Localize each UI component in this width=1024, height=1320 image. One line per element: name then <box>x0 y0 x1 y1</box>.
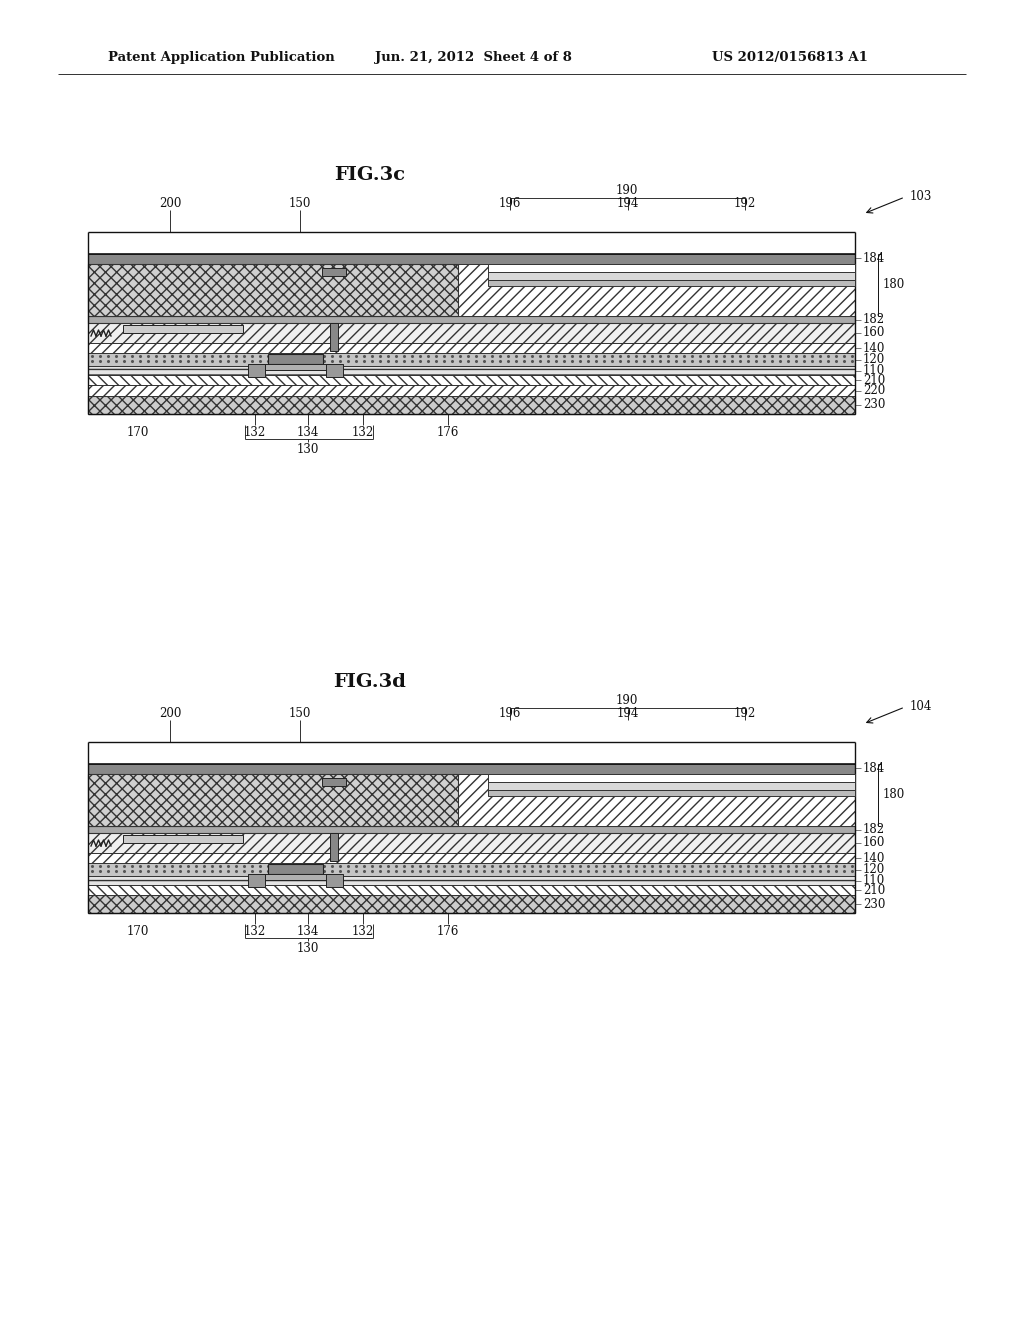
Text: 192: 192 <box>734 197 756 210</box>
Bar <box>326 874 343 887</box>
Text: 110: 110 <box>863 364 886 378</box>
Text: 220: 220 <box>863 384 886 397</box>
Bar <box>88 315 855 323</box>
Bar <box>322 777 346 785</box>
Bar <box>268 865 323 874</box>
Bar <box>261 874 330 880</box>
Text: 180: 180 <box>883 279 905 292</box>
Bar <box>88 323 855 343</box>
Text: 104: 104 <box>910 701 933 714</box>
Text: 150: 150 <box>289 708 311 719</box>
Text: 140: 140 <box>863 851 886 865</box>
Text: 180: 180 <box>883 788 905 801</box>
Text: 134: 134 <box>297 925 319 939</box>
Text: 182: 182 <box>863 313 885 326</box>
Bar <box>330 323 338 351</box>
Bar <box>123 836 243 843</box>
Bar <box>88 876 855 884</box>
Text: 103: 103 <box>910 190 933 203</box>
Text: 190: 190 <box>615 694 638 708</box>
Bar <box>88 833 855 853</box>
Text: 210: 210 <box>863 374 886 387</box>
Text: 160: 160 <box>863 837 886 850</box>
Text: 230: 230 <box>863 898 886 911</box>
Bar <box>88 853 855 863</box>
Text: 200: 200 <box>159 708 181 719</box>
Text: 200: 200 <box>159 197 181 210</box>
Bar <box>88 253 855 264</box>
Bar <box>488 781 855 789</box>
Text: 190: 190 <box>615 183 638 197</box>
Text: 184: 184 <box>863 252 886 264</box>
Text: FIG.3c: FIG.3c <box>335 166 406 183</box>
Text: 110: 110 <box>863 874 886 887</box>
Text: 132: 132 <box>244 426 266 440</box>
Bar <box>88 895 855 913</box>
Bar <box>488 264 855 272</box>
Text: 210: 210 <box>863 883 886 896</box>
Text: US 2012/0156813 A1: US 2012/0156813 A1 <box>712 50 868 63</box>
Bar <box>488 280 855 286</box>
Text: 150: 150 <box>289 197 311 210</box>
Bar <box>330 833 338 861</box>
Bar <box>488 789 855 796</box>
Bar <box>88 884 855 895</box>
Text: 130: 130 <box>297 444 319 455</box>
Text: 176: 176 <box>437 426 459 440</box>
Bar <box>261 364 330 370</box>
Bar <box>322 268 346 276</box>
Bar <box>268 354 323 364</box>
Bar <box>88 385 855 396</box>
Bar <box>88 826 855 833</box>
Bar <box>88 774 458 826</box>
Bar <box>88 352 855 366</box>
Text: 170: 170 <box>127 925 150 939</box>
Bar <box>123 325 243 333</box>
Bar <box>88 764 855 774</box>
Text: 184: 184 <box>863 762 886 775</box>
Bar <box>248 364 265 378</box>
Text: 196: 196 <box>499 708 521 719</box>
Bar <box>88 375 855 385</box>
Text: 230: 230 <box>863 399 886 412</box>
Text: 160: 160 <box>863 326 886 339</box>
Text: Jun. 21, 2012  Sheet 4 of 8: Jun. 21, 2012 Sheet 4 of 8 <box>375 50 571 63</box>
Bar <box>326 364 343 378</box>
Text: 182: 182 <box>863 822 885 836</box>
Text: 130: 130 <box>297 942 319 954</box>
Bar <box>88 863 855 876</box>
Bar <box>88 774 855 826</box>
Bar <box>88 343 855 352</box>
Bar <box>88 396 855 414</box>
Bar <box>248 874 265 887</box>
Bar <box>488 774 855 781</box>
Text: Patent Application Publication: Patent Application Publication <box>108 50 335 63</box>
Bar <box>88 264 458 315</box>
Text: 132: 132 <box>244 925 266 939</box>
Bar <box>488 272 855 280</box>
Text: 134: 134 <box>297 426 319 440</box>
Text: 132: 132 <box>352 426 374 440</box>
Bar <box>88 366 855 375</box>
Text: 196: 196 <box>499 197 521 210</box>
Text: 176: 176 <box>437 925 459 939</box>
Text: 170: 170 <box>127 426 150 440</box>
Text: 192: 192 <box>734 708 756 719</box>
Text: 194: 194 <box>616 197 639 210</box>
Text: 120: 120 <box>863 352 886 366</box>
Text: 194: 194 <box>616 708 639 719</box>
Text: 140: 140 <box>863 342 886 355</box>
Text: 120: 120 <box>863 863 886 876</box>
Text: FIG.3d: FIG.3d <box>334 673 407 690</box>
Text: 132: 132 <box>352 925 374 939</box>
Bar <box>88 264 855 315</box>
